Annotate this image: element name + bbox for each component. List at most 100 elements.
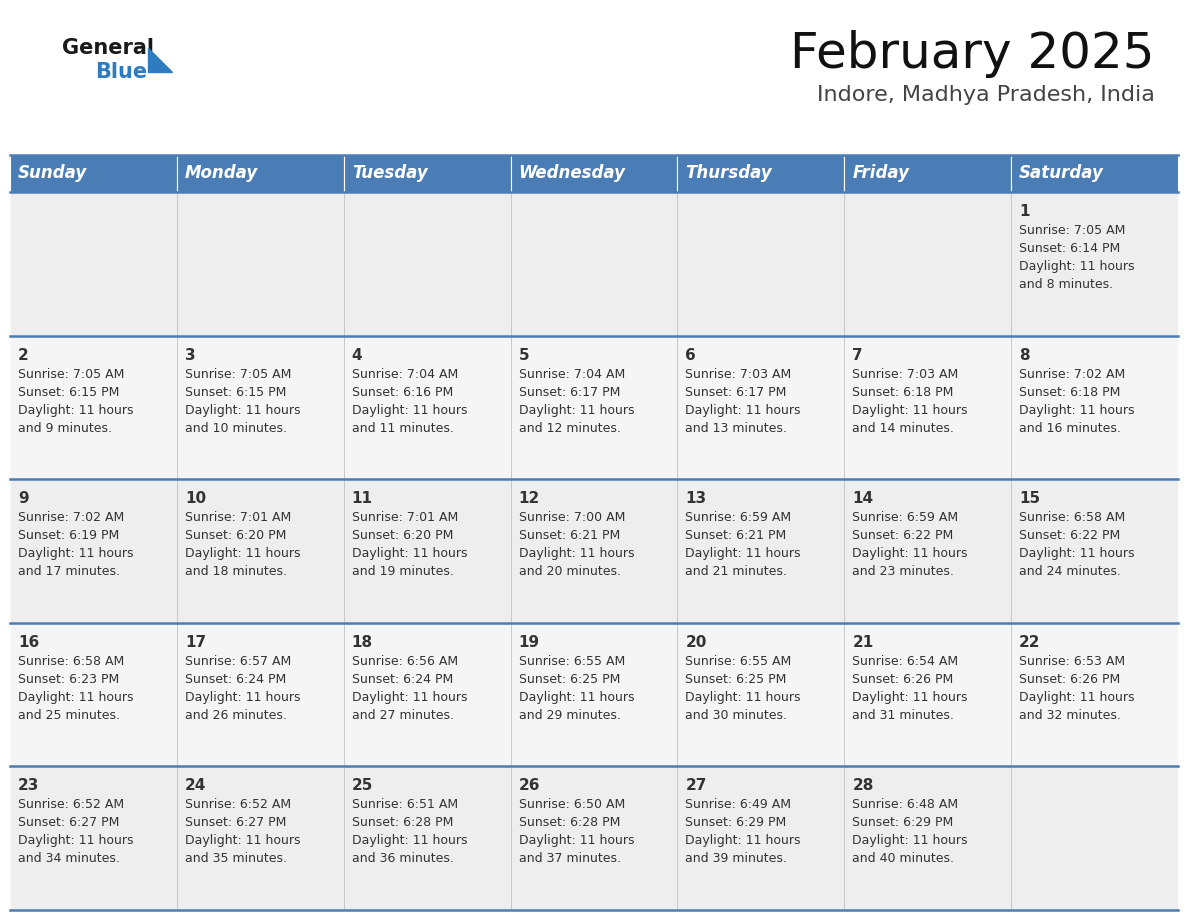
Bar xyxy=(677,767,845,910)
Text: Thursday: Thursday xyxy=(685,164,772,183)
Text: 5: 5 xyxy=(519,348,529,363)
Bar xyxy=(10,336,177,479)
Text: Monday: Monday xyxy=(185,164,258,183)
Bar xyxy=(343,192,511,336)
Text: Daylight: 11 hours: Daylight: 11 hours xyxy=(18,547,133,560)
Text: 7: 7 xyxy=(852,348,862,363)
Text: and 10 minutes.: and 10 minutes. xyxy=(185,421,286,434)
Text: Sunrise: 6:51 AM: Sunrise: 6:51 AM xyxy=(352,799,457,812)
Text: 9: 9 xyxy=(18,491,29,506)
Text: Sunset: 6:19 PM: Sunset: 6:19 PM xyxy=(18,529,119,543)
Bar xyxy=(10,155,177,192)
Text: Daylight: 11 hours: Daylight: 11 hours xyxy=(519,404,634,417)
Text: and 25 minutes.: and 25 minutes. xyxy=(18,709,120,722)
Bar xyxy=(343,155,511,192)
Bar xyxy=(1011,622,1178,767)
Bar xyxy=(1011,479,1178,622)
Text: 10: 10 xyxy=(185,491,206,506)
Text: 26: 26 xyxy=(519,778,541,793)
Text: 21: 21 xyxy=(852,635,873,650)
Text: General: General xyxy=(62,38,154,58)
Text: and 13 minutes.: and 13 minutes. xyxy=(685,421,788,434)
Bar xyxy=(511,155,677,192)
Bar xyxy=(343,336,511,479)
Text: Daylight: 11 hours: Daylight: 11 hours xyxy=(685,547,801,560)
Text: and 19 minutes.: and 19 minutes. xyxy=(352,565,454,578)
Text: Daylight: 11 hours: Daylight: 11 hours xyxy=(1019,404,1135,417)
Text: and 20 minutes.: and 20 minutes. xyxy=(519,565,620,578)
Text: Sunrise: 6:56 AM: Sunrise: 6:56 AM xyxy=(352,655,457,667)
Text: Sunset: 6:28 PM: Sunset: 6:28 PM xyxy=(352,816,453,829)
Text: Daylight: 11 hours: Daylight: 11 hours xyxy=(519,547,634,560)
Text: 13: 13 xyxy=(685,491,707,506)
Bar xyxy=(10,622,177,767)
Text: and 23 minutes.: and 23 minutes. xyxy=(852,565,954,578)
Text: 19: 19 xyxy=(519,635,539,650)
Text: Sunset: 6:15 PM: Sunset: 6:15 PM xyxy=(185,386,286,398)
Text: and 9 minutes.: and 9 minutes. xyxy=(18,421,112,434)
Text: and 35 minutes.: and 35 minutes. xyxy=(185,853,286,866)
Bar xyxy=(845,622,1011,767)
Text: Sunrise: 7:01 AM: Sunrise: 7:01 AM xyxy=(352,511,457,524)
Text: 23: 23 xyxy=(18,778,39,793)
Text: Sunrise: 7:04 AM: Sunrise: 7:04 AM xyxy=(352,367,457,381)
Bar xyxy=(10,767,177,910)
Text: Daylight: 11 hours: Daylight: 11 hours xyxy=(685,404,801,417)
Bar xyxy=(511,479,677,622)
Bar xyxy=(177,336,343,479)
Text: Daylight: 11 hours: Daylight: 11 hours xyxy=(18,834,133,847)
Text: Sunset: 6:26 PM: Sunset: 6:26 PM xyxy=(852,673,954,686)
Text: Daylight: 11 hours: Daylight: 11 hours xyxy=(519,691,634,704)
Bar xyxy=(511,622,677,767)
Text: Daylight: 11 hours: Daylight: 11 hours xyxy=(185,547,301,560)
Text: Sunset: 6:24 PM: Sunset: 6:24 PM xyxy=(185,673,286,686)
Text: Sunset: 6:17 PM: Sunset: 6:17 PM xyxy=(685,386,786,398)
Bar xyxy=(677,192,845,336)
Text: Sunset: 6:28 PM: Sunset: 6:28 PM xyxy=(519,816,620,829)
Text: and 32 minutes.: and 32 minutes. xyxy=(1019,709,1121,722)
Text: Sunset: 6:18 PM: Sunset: 6:18 PM xyxy=(1019,386,1120,398)
Text: 24: 24 xyxy=(185,778,207,793)
Text: 28: 28 xyxy=(852,778,873,793)
Text: Sunrise: 6:52 AM: Sunrise: 6:52 AM xyxy=(18,799,124,812)
Text: Sunset: 6:29 PM: Sunset: 6:29 PM xyxy=(852,816,954,829)
Bar xyxy=(677,155,845,192)
Text: Daylight: 11 hours: Daylight: 11 hours xyxy=(1019,547,1135,560)
Bar xyxy=(511,192,677,336)
Text: Wednesday: Wednesday xyxy=(519,164,626,183)
Bar xyxy=(845,192,1011,336)
Text: Sunrise: 6:59 AM: Sunrise: 6:59 AM xyxy=(852,511,959,524)
Text: Daylight: 11 hours: Daylight: 11 hours xyxy=(352,404,467,417)
Text: Daylight: 11 hours: Daylight: 11 hours xyxy=(852,834,968,847)
Bar xyxy=(845,479,1011,622)
Text: Sunset: 6:23 PM: Sunset: 6:23 PM xyxy=(18,673,119,686)
Text: Daylight: 11 hours: Daylight: 11 hours xyxy=(18,691,133,704)
Text: Sunset: 6:25 PM: Sunset: 6:25 PM xyxy=(685,673,786,686)
Text: Daylight: 11 hours: Daylight: 11 hours xyxy=(185,834,301,847)
Text: Sunrise: 6:54 AM: Sunrise: 6:54 AM xyxy=(852,655,959,667)
Text: and 31 minutes.: and 31 minutes. xyxy=(852,709,954,722)
Text: Sunrise: 6:55 AM: Sunrise: 6:55 AM xyxy=(519,655,625,667)
Bar xyxy=(177,767,343,910)
Text: Sunrise: 7:05 AM: Sunrise: 7:05 AM xyxy=(1019,224,1125,237)
Text: and 40 minutes.: and 40 minutes. xyxy=(852,853,954,866)
Bar xyxy=(1011,336,1178,479)
Text: and 26 minutes.: and 26 minutes. xyxy=(185,709,286,722)
Text: Sunset: 6:29 PM: Sunset: 6:29 PM xyxy=(685,816,786,829)
Text: Daylight: 11 hours: Daylight: 11 hours xyxy=(185,404,301,417)
Text: Sunrise: 7:03 AM: Sunrise: 7:03 AM xyxy=(852,367,959,381)
Text: Sunset: 6:21 PM: Sunset: 6:21 PM xyxy=(685,529,786,543)
Text: Friday: Friday xyxy=(852,164,909,183)
Text: Blue: Blue xyxy=(95,62,147,82)
Text: Sunset: 6:24 PM: Sunset: 6:24 PM xyxy=(352,673,453,686)
Bar xyxy=(511,336,677,479)
Text: Sunrise: 6:50 AM: Sunrise: 6:50 AM xyxy=(519,799,625,812)
Text: Sunrise: 6:58 AM: Sunrise: 6:58 AM xyxy=(18,655,125,667)
Text: 20: 20 xyxy=(685,635,707,650)
Text: Daylight: 11 hours: Daylight: 11 hours xyxy=(18,404,133,417)
Text: and 30 minutes.: and 30 minutes. xyxy=(685,709,788,722)
Text: Sunrise: 6:48 AM: Sunrise: 6:48 AM xyxy=(852,799,959,812)
Text: 11: 11 xyxy=(352,491,373,506)
Bar xyxy=(845,336,1011,479)
Text: Sunset: 6:18 PM: Sunset: 6:18 PM xyxy=(852,386,954,398)
